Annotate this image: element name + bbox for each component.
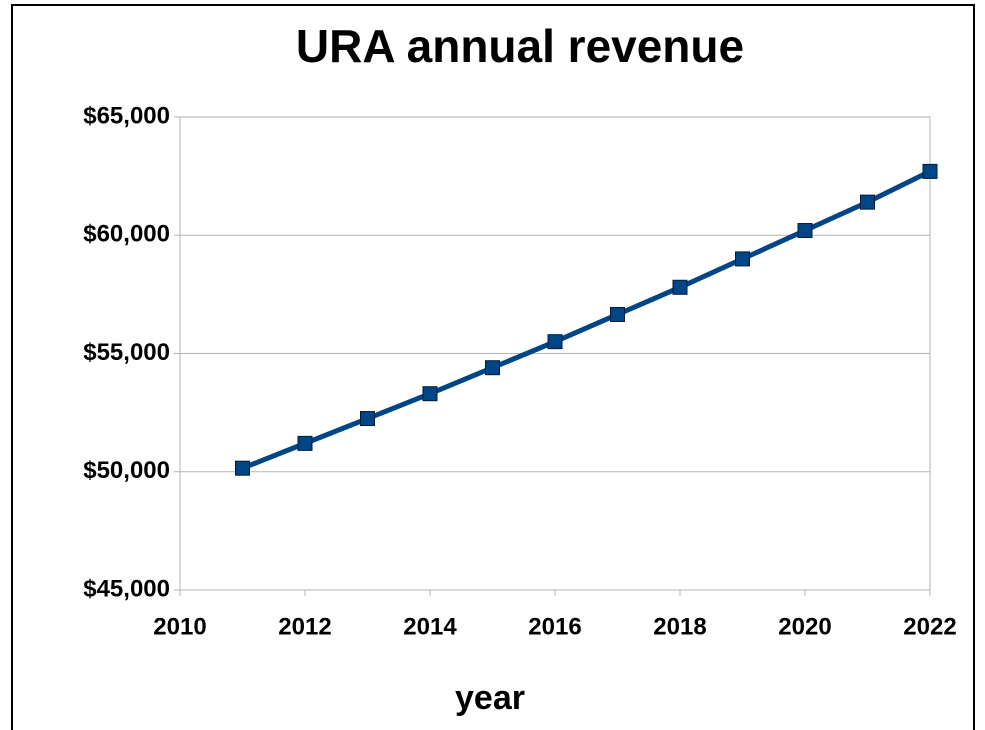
data-point [547, 334, 563, 350]
y-tick-label: $45,000 [83, 575, 170, 602]
data-point [422, 386, 438, 402]
chart-frame [11, 4, 975, 730]
x-tick-label: 2012 [278, 613, 331, 640]
chart-title: URA annual revenue [296, 20, 744, 72]
data-point [797, 223, 813, 239]
x-tick-label: 2010 [153, 613, 206, 640]
data-point [235, 460, 250, 476]
x-tick-label: 2016 [528, 613, 581, 640]
y-tick-label: $50,000 [83, 457, 170, 484]
x-axis-label: year [455, 679, 525, 717]
y-tick-label: $60,000 [83, 221, 170, 248]
y-tick-label: $55,000 [83, 339, 170, 366]
data-point [485, 360, 500, 376]
y-tick-label: $65,000 [83, 102, 170, 129]
x-tick-label: 2022 [903, 613, 956, 640]
data-point [297, 435, 313, 451]
x-tick-label: 2020 [778, 613, 831, 640]
data-point [610, 306, 625, 322]
series-line [241, 169, 932, 471]
data-point [922, 163, 938, 179]
x-tick-label: 2014 [403, 613, 457, 640]
data-point [672, 279, 688, 295]
data-point [735, 251, 750, 267]
data-point [360, 411, 375, 427]
data-point [860, 194, 875, 210]
x-tick-label: 2018 [653, 613, 706, 640]
